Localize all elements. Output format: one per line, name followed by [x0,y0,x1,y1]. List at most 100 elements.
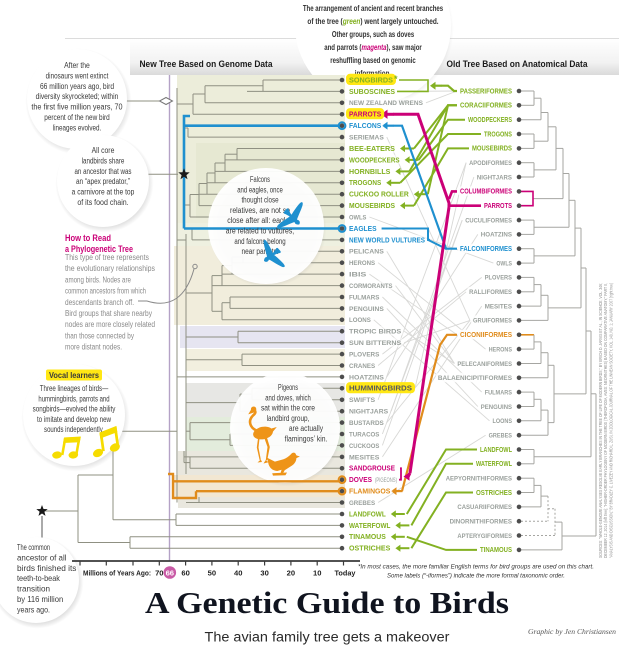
svg-text:of its food chain.: of its food chain. [77,198,128,207]
svg-text:FALCONS: FALCONS [349,121,381,130]
svg-text:HERONS: HERONS [349,260,376,267]
svg-text:MOUSEBIRDS: MOUSEBIRDS [349,201,395,210]
svg-text:landbirds share: landbirds share [82,156,125,165]
svg-text:WOODPECKERS: WOODPECKERS [349,155,400,164]
svg-text:*: * [394,74,398,84]
svg-text:EAGLES: EAGLES [349,224,377,233]
svg-text:HOATZINS: HOATZINS [481,232,513,239]
svg-text:and parrots (magenta), saw maj: and parrots (magenta), saw major [324,42,422,52]
svg-text:PARROTS: PARROTS [349,110,381,119]
svg-text:HORNBILLS: HORNBILLS [349,167,390,176]
svg-text:PENGUINS: PENGUINS [481,404,513,411]
svg-text:The common: The common [17,542,50,552]
svg-text:PELICANS: PELICANS [349,249,384,256]
svg-text:Some labels (“-iformes”) indic: Some labels (“-iformes”) indicate the mo… [387,573,565,580]
svg-text:66: 66 [166,568,174,577]
svg-text:How to Read: How to Read [65,233,111,243]
svg-text:Bird groups that share nearby: Bird groups that share nearby [65,309,152,318]
svg-text:SANDGROUSE: SANDGROUSE [349,464,395,473]
svg-text:50: 50 [208,569,216,578]
svg-text:are related to vultures,: are related to vultures, [226,227,294,236]
svg-text:APTERYGIFORMES: APTERYGIFORMES [457,533,512,540]
svg-text:HUMMINGBIRDS: HUMMINGBIRDS [349,384,412,393]
svg-text:CICONIIFORMES: CICONIIFORMES [460,330,512,339]
svg-text:FLAMINGOS: FLAMINGOS [349,487,390,496]
svg-text:an “apex predator,”: an “apex predator,” [76,177,130,186]
svg-text:and eagles, once: and eagles, once [237,185,283,194]
svg-text:the first five million years,: the first five million years, 70 [31,103,123,112]
svg-text:SUN BITTERNS: SUN BITTERNS [349,340,402,347]
svg-text:FULMARS: FULMARS [485,389,513,396]
svg-text:to imitate and develop new: to imitate and develop new [37,415,111,424]
svg-text:WATERFOWL: WATERFOWL [349,521,391,530]
svg-text:CUCKOO ROLLER: CUCKOO ROLLER [349,190,409,199]
svg-text:MESITES: MESITES [485,303,513,310]
svg-text:landbird group,: landbird group, [267,414,310,423]
svg-text:flamingos’ kin.: flamingos’ kin. [285,435,328,444]
svg-text:CORACIIFORMES: CORACIIFORMES [460,101,512,110]
svg-text:PARROTS: PARROTS [484,201,512,210]
svg-text:CRANES: CRANES [349,363,376,370]
svg-text:SERIEMAS: SERIEMAS [349,135,384,142]
svg-text:PLOVERS: PLOVERS [485,275,513,282]
svg-text:HOATZINS: HOATZINS [349,374,384,381]
svg-text:New Tree Based on Genome Data: New Tree Based on Genome Data [140,59,274,70]
svg-text:Old Tree Based on Anatomical D: Old Tree Based on Anatomical Data [447,59,589,70]
svg-text:CUCULIFORMES: CUCULIFORMES [465,217,512,224]
svg-text:The arrangement of ancient and: The arrangement of ancient and recent br… [303,3,444,13]
svg-text:reshuffling based on genomic: reshuffling based on genomic [330,55,416,65]
svg-text:teeth-to-beak: teeth-to-beak [17,573,60,583]
svg-text:TROPIC BIRDS: TROPIC BIRDS [349,329,402,336]
svg-text:by 116 million: by 116 million [17,594,63,604]
svg-text:songbirds—evolved the ability: songbirds—evolved the ability [33,405,116,414]
svg-text:LANDFOWL: LANDFOWL [480,445,512,454]
svg-text:descendants branch off.: descendants branch off. [65,298,134,307]
svg-text:and doves, which: and doves, which [265,393,311,402]
svg-text:40: 40 [234,569,242,578]
svg-text:NEW WORLD VULTURES: NEW WORLD VULTURES [349,235,425,244]
svg-text:of the tree (green) went large: of the tree (green) went largely untouch… [307,16,438,26]
svg-text:PASSERIFORMES: PASSERIFORMES [460,86,512,95]
svg-text:66 million years ago, bird: 66 million years ago, bird [40,82,114,91]
svg-text:transition: transition [17,584,50,594]
svg-text:APODIFORMES: APODIFORMES [469,160,512,167]
svg-text:CASUARIIFORMES: CASUARIIFORMES [457,504,512,511]
svg-text:are actually: are actually [289,424,323,433]
svg-text:CUCKOOS: CUCKOOS [349,443,380,450]
svg-text:PELECANIFORMES: PELECANIFORMES [457,361,512,368]
svg-text:Other groups, such as doves: Other groups, such as doves [332,29,415,39]
svg-text:thought close: thought close [241,196,279,205]
svg-text:All core: All core [92,146,115,155]
svg-text:MOUSEBIRDS: MOUSEBIRDS [472,144,512,153]
svg-text:lineages evolved.: lineages evolved. [53,123,102,132]
svg-text:more distant nodes.: more distant nodes. [65,343,122,352]
svg-text:Millions of Years Ago:: Millions of Years Ago: [83,569,151,578]
svg-text:*In most cases, the more famil: *In most cases, the more familiar Englis… [358,564,594,571]
svg-text:LANDFOWL: LANDFOWL [349,509,386,518]
svg-text:FULMARS: FULMARS [349,294,380,301]
svg-text:TURACOS: TURACOS [349,431,380,438]
svg-text:WATERFOWL: WATERFOWL [476,459,512,468]
svg-text:Today: Today [335,569,357,578]
svg-text:MESITES: MESITES [349,454,380,461]
svg-text:RALLIFORMES: RALLIFORMES [469,289,512,296]
svg-text:Falcons: Falcons [250,175,270,184]
svg-text:Vocal learners: Vocal learners [49,371,100,380]
svg-text:OSTRICHES: OSTRICHES [349,544,390,553]
svg-text:BUSTARDS: BUSTARDS [349,420,384,427]
svg-text:GREBES: GREBES [489,433,513,440]
svg-text:This type of tree represents: This type of tree represents [65,253,149,262]
svg-text:TINAMOUS: TINAMOUS [349,532,386,541]
svg-text:NIGHTJARS: NIGHTJARS [349,409,389,416]
svg-text:a carnivore at the top: a carnivore at the top [72,188,135,197]
svg-text:TINAMOUS: TINAMOUS [480,545,512,554]
svg-text:among birds. Nodes are: among birds. Nodes are [65,275,131,284]
svg-text:SONGBIRDS: SONGBIRDS [349,75,393,84]
svg-text:OWLS: OWLS [349,214,367,221]
svg-text:DOVES: DOVES [349,475,372,484]
svg-text:than those connected by: than those connected by [65,331,134,340]
svg-text:IBIS: IBIS [349,272,367,279]
svg-text:DINORNITHIFORMES: DINORNITHIFORMES [450,519,513,526]
svg-text:FALCONIFORMES: FALCONIFORMES [460,244,512,253]
svg-text:OWLS: OWLS [496,260,512,267]
